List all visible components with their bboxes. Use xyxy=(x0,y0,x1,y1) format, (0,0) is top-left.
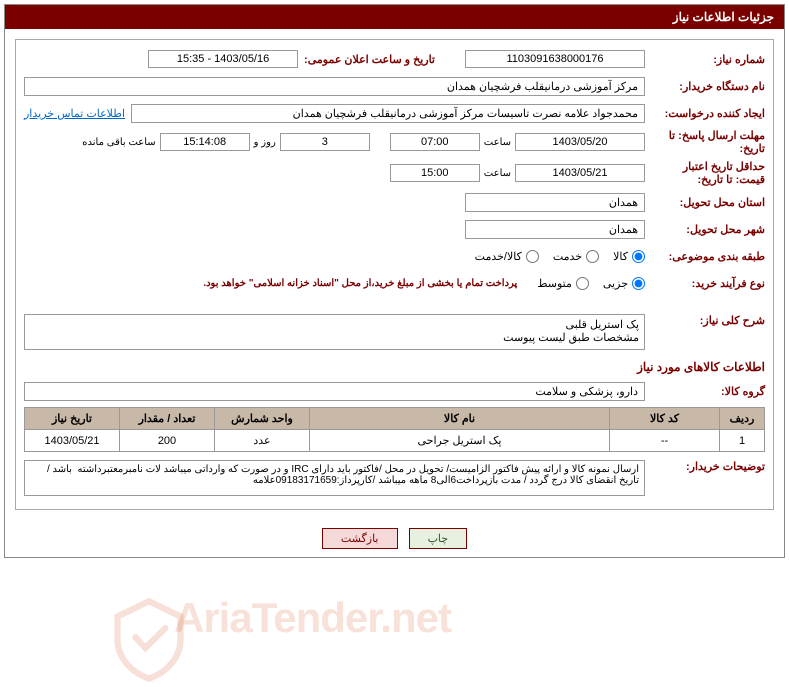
time-remaining-suffix: ساعت باقی مانده xyxy=(82,137,155,148)
title-bar: جزئیات اطلاعات نیاز xyxy=(5,5,784,29)
deadline-date-value: 1403/05/20 xyxy=(515,133,645,151)
th-name: نام کالا xyxy=(310,408,610,430)
th-row: ردیف xyxy=(720,408,765,430)
deadline-label: مهلت ارسال پاسخ: تا تاریخ: xyxy=(645,129,765,155)
requester-value: محمدجواد علامه نصرت تاسیسات مرکز آموزشی … xyxy=(131,104,645,123)
td-date: 1403/05/21 xyxy=(25,430,120,452)
content-frame: شماره نیاز: 1103091638000176 تاریخ و ساع… xyxy=(15,39,774,510)
radio-jozi-text: جزیی xyxy=(603,277,628,290)
radio-kala-khedmat[interactable] xyxy=(526,250,539,263)
summary-label: شرح کلی نیاز: xyxy=(645,314,765,327)
radio-motavaset-label[interactable]: متوسط xyxy=(537,277,589,290)
group-value: دارو، پزشکی و سلامت xyxy=(24,382,645,401)
contact-link[interactable]: اطلاعات تماس خریدار xyxy=(24,107,125,120)
goods-table: ردیف کد کالا نام کالا واحد شمارش تعداد /… xyxy=(24,407,765,452)
th-date: تاریخ نیاز xyxy=(25,408,120,430)
buyer-notes-text: ارسال نمونه کالا و ارائه پیش فاکتور الزا… xyxy=(24,460,645,496)
province-value: همدان xyxy=(465,193,645,212)
watermark-text: AriaTender.net xyxy=(174,594,451,642)
main-container: جزئیات اطلاعات نیاز شماره نیاز: 11030916… xyxy=(4,4,785,558)
radio-kala-khedmat-text: کالا/خدمت xyxy=(475,250,522,263)
th-unit: واحد شمارش xyxy=(215,408,310,430)
td-name: پک استریل جراحی xyxy=(310,430,610,452)
deadline-time-value: 07:00 xyxy=(390,133,480,151)
th-code: کد کالا xyxy=(610,408,720,430)
buyer-name-label: نام دستگاه خریدار: xyxy=(645,80,765,93)
process-radios: جزیی متوسط xyxy=(523,277,645,290)
announce-date-value: 1403/05/16 - 15:35 xyxy=(148,50,298,68)
table-row: 1 -- پک استریل جراحی عدد 200 1403/05/21 xyxy=(25,430,765,452)
radio-khedmat-label[interactable]: خدمت xyxy=(553,250,599,263)
announce-date-label: تاریخ و ساعت اعلان عمومی: xyxy=(304,53,435,66)
days-label: روز و xyxy=(254,137,276,148)
print-button[interactable]: چاپ xyxy=(409,528,468,549)
process-note: پرداخت تمام یا بخشی از مبلغ خرید،از محل … xyxy=(203,278,517,289)
city-value: همدان xyxy=(465,220,645,239)
radio-kala-khedmat-label[interactable]: کالا/خدمت xyxy=(475,250,539,263)
radio-khedmat[interactable] xyxy=(586,250,599,263)
city-label: شهر محل تحویل: xyxy=(645,223,765,236)
group-label: گروه کالا: xyxy=(645,385,765,398)
buyer-notes-label: توضیحات خریدار: xyxy=(645,460,765,473)
radio-jozi[interactable] xyxy=(632,277,645,290)
process-label: نوع فرآیند خرید: xyxy=(645,277,765,290)
days-remaining-value: 3 xyxy=(280,133,370,151)
radio-jozi-label[interactable]: جزیی xyxy=(603,277,645,290)
time-label-1: ساعت xyxy=(484,137,511,148)
radio-kala[interactable] xyxy=(632,250,645,263)
time-remaining-value: 15:14:08 xyxy=(160,133,250,151)
buyer-name-value: مرکز آموزشی درمانیقلب فرشچیان همدان xyxy=(24,77,645,96)
td-qty: 200 xyxy=(120,430,215,452)
radio-motavaset[interactable] xyxy=(576,277,589,290)
back-button[interactable]: بازگشت xyxy=(322,528,398,549)
need-number-label: شماره نیاز: xyxy=(645,53,765,66)
td-code: -- xyxy=(610,430,720,452)
td-unit: عدد xyxy=(215,430,310,452)
validity-time-value: 15:00 xyxy=(390,164,480,182)
button-row: چاپ بازگشت xyxy=(5,520,784,557)
province-label: استان محل تحویل: xyxy=(645,196,765,209)
validity-date-value: 1403/05/21 xyxy=(515,164,645,182)
category-label: طبقه بندی موضوعی: xyxy=(645,250,765,263)
radio-kala-text: کالا xyxy=(613,250,628,263)
category-radios: کالا خدمت کالا/خدمت xyxy=(461,250,645,263)
summary-text: پک استریل قلبی مشخصات طبق لیست پیوست xyxy=(24,314,645,350)
watermark-logo xyxy=(104,594,194,684)
radio-khedmat-text: خدمت xyxy=(553,250,582,263)
need-number-value: 1103091638000176 xyxy=(465,50,645,68)
validity-label: حداقل تاریخ اعتبار قیمت: تا تاریخ: xyxy=(645,160,765,186)
th-qty: تعداد / مقدار xyxy=(120,408,215,430)
time-label-2: ساعت xyxy=(484,168,511,179)
radio-motavaset-text: متوسط xyxy=(537,277,572,290)
goods-section-header: اطلاعات کالاهای مورد نیاز xyxy=(24,360,765,374)
radio-kala-label[interactable]: کالا xyxy=(613,250,645,263)
td-row: 1 xyxy=(720,430,765,452)
requester-label: ایجاد کننده درخواست: xyxy=(645,107,765,120)
